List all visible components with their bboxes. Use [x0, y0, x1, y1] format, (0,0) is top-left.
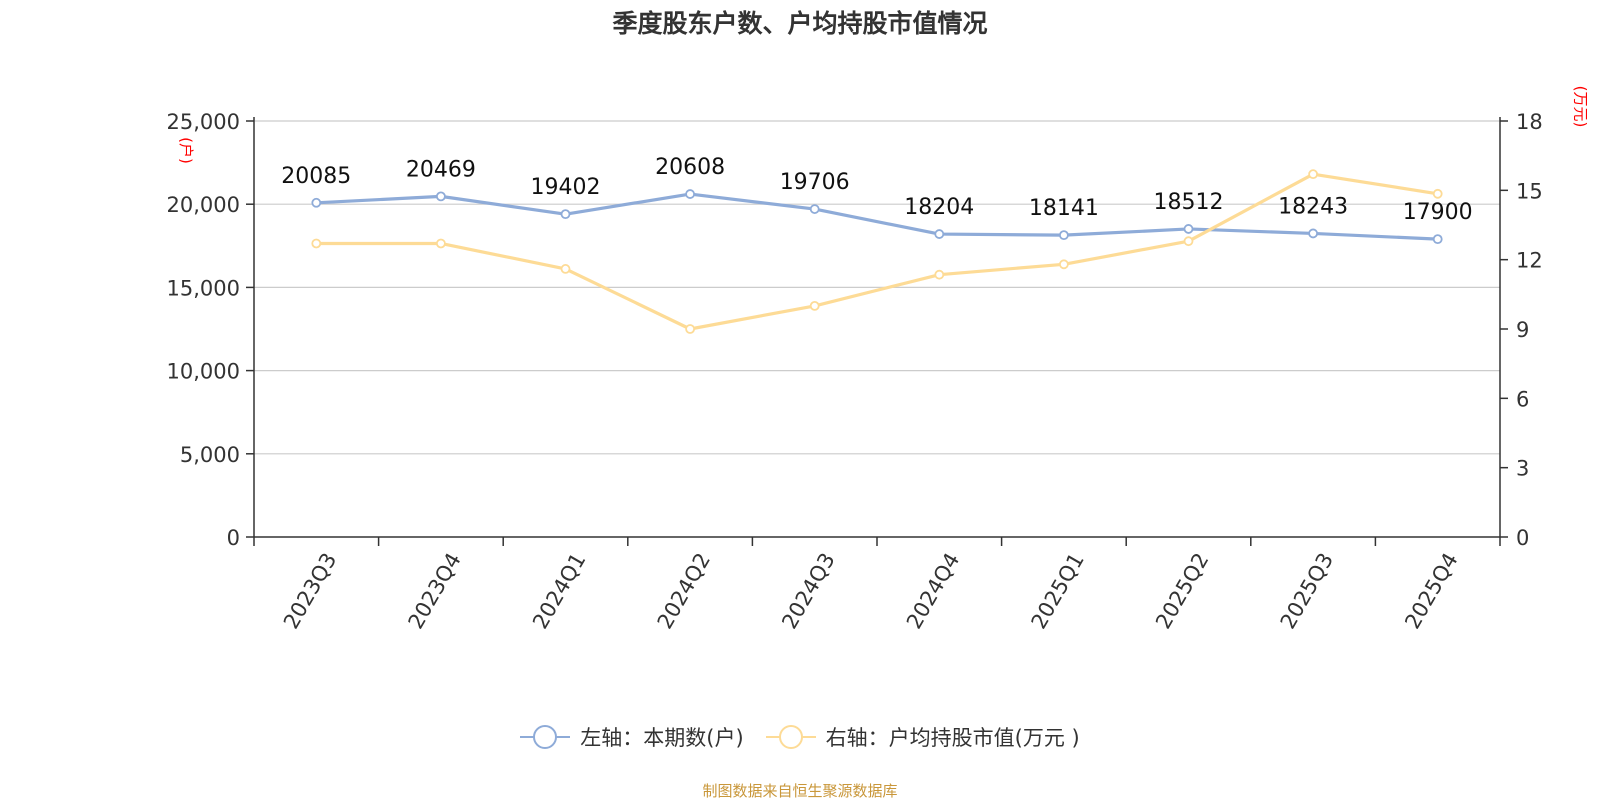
legend-left-label: 左轴：本期数(户) — [580, 726, 744, 750]
left-series-point — [1183, 224, 1194, 234]
right-axis-tick-label: 15 — [1516, 179, 1543, 203]
data-label: 20469 — [406, 157, 476, 182]
legend-item-left[interactable]: 左轴：本期数(户) — [520, 722, 744, 752]
right-series-point — [1432, 188, 1443, 199]
legend-right-symbol — [765, 725, 816, 749]
right-axis-tick-label: 0 — [1516, 526, 1529, 550]
left-series-point — [809, 204, 820, 214]
legend-item-right[interactable]: 右轴：户均持股市值(万元 ) — [765, 722, 1080, 752]
x-tick-label: 2023Q4 — [404, 549, 466, 633]
left-series-point — [1308, 228, 1318, 239]
data-label: 18243 — [1278, 194, 1348, 219]
x-tick-label: 2025Q3 — [1276, 549, 1338, 633]
data-label: 18204 — [904, 195, 974, 220]
left-series-point — [934, 229, 945, 239]
legend[interactable]: 左轴：本期数(户) 右轴：户均持股市值(万元 ) — [0, 722, 1600, 752]
data-label: 20608 — [655, 155, 725, 180]
left-axis-tick-label: 5,000 — [180, 443, 240, 467]
left-axis-tick-label: 0 — [227, 526, 240, 550]
right-series-line — [316, 172, 1438, 331]
left-series-point — [560, 209, 571, 220]
data-label: 18512 — [1154, 190, 1224, 215]
x-tick-label: 2025Q2 — [1151, 549, 1213, 633]
data-label: 17900 — [1403, 200, 1473, 225]
right-axis-tick-label: 18 — [1516, 110, 1543, 134]
x-tick-label: 2024Q4 — [902, 549, 964, 633]
chart-title: 季度股东户数、户均持股市值情况 — [612, 9, 988, 38]
right-series-point — [809, 300, 820, 311]
right-axis-tick-label: 9 — [1516, 318, 1529, 342]
x-tick-label: 2023Q3 — [279, 549, 341, 633]
left-axis-tick-label: 15,000 — [167, 276, 240, 300]
x-tick-label: 2024Q3 — [777, 549, 839, 633]
left-series-point — [1432, 234, 1443, 245]
right-series-point — [435, 238, 446, 249]
left-series-point — [311, 197, 322, 208]
left-series-point — [685, 189, 695, 199]
x-tick-label: 2024Q2 — [653, 549, 715, 633]
right-series-point — [311, 238, 322, 249]
source-footer: 制图数据来自恒生聚源数据库 — [702, 782, 898, 800]
right-series-point — [1059, 259, 1069, 270]
data-label: 19706 — [780, 170, 850, 195]
left-axis-unit: (户) — [176, 137, 195, 164]
right-series-point — [934, 269, 945, 280]
right-axis-tick-label: 3 — [1516, 457, 1529, 481]
left-axis-tick-label: 10,000 — [167, 360, 240, 384]
left-axis-tick-label: 25,000 — [167, 110, 240, 134]
data-label: 18141 — [1029, 196, 1099, 221]
left-series-point — [1059, 230, 1069, 241]
right-axis-tick-label: 6 — [1516, 387, 1529, 411]
right-axis-tick-label: 12 — [1516, 249, 1543, 273]
data-label: 19402 — [531, 175, 601, 200]
left-axis-tick-label: 20,000 — [167, 193, 240, 217]
legend-right-label: 右轴：户均持股市值(万元 ) — [825, 726, 1080, 750]
left-series-line — [316, 192, 1438, 241]
x-tick-label: 2025Q4 — [1400, 549, 1462, 633]
x-tick-label: 2024Q1 — [528, 549, 590, 633]
right-series-point — [1183, 236, 1194, 247]
data-label: 20085 — [281, 164, 351, 189]
right-series-point — [1308, 169, 1318, 180]
right-axis-unit: (万元) — [1571, 85, 1590, 128]
left-series-point — [435, 191, 446, 202]
right-series-point — [560, 264, 571, 274]
right-series-point — [685, 324, 695, 334]
legend-left-symbol — [520, 725, 571, 749]
x-tick-label: 2025Q1 — [1027, 549, 1089, 633]
